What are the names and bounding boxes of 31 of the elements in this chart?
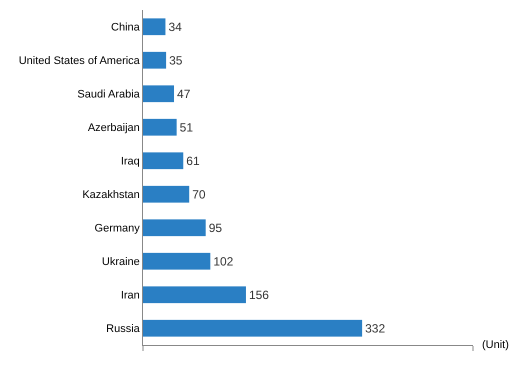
bar [143, 286, 246, 304]
y-tick-label: Iraq [120, 156, 140, 168]
bar [143, 152, 184, 170]
data-label: 34 [168, 20, 182, 34]
bar [143, 52, 166, 69]
data-label: 332 [365, 321, 386, 336]
data-label: 35 [169, 53, 183, 68]
data-label: 47 [177, 86, 191, 101]
data-label: 70 [192, 187, 206, 202]
bar [143, 252, 210, 270]
data-label: 61 [186, 154, 200, 168]
bar [143, 118, 177, 136]
bar [143, 219, 206, 236]
y-tick-label: Azerbaijan [88, 122, 140, 134]
y-tick-label: Saudi Arabia [77, 88, 141, 101]
bar [143, 18, 166, 36]
data-label: 51 [180, 120, 194, 134]
y-tick-label: United States of America [18, 55, 141, 68]
bar [143, 320, 362, 337]
y-tick-label: Russia [106, 323, 141, 336]
y-tick-label: Germany [94, 222, 140, 235]
y-tick-label: China [111, 22, 141, 34]
bar [143, 186, 190, 203]
data-label: 156 [248, 288, 270, 302]
y-tick-label: Ukraine [102, 256, 140, 268]
y-tick-label: Kazakhstan [82, 189, 140, 202]
y-tick-label: Iran [120, 290, 140, 302]
data-label: 95 [208, 220, 222, 235]
data-label: 102 [213, 254, 234, 268]
text: (Unit) [482, 339, 509, 351]
bar [143, 85, 174, 102]
